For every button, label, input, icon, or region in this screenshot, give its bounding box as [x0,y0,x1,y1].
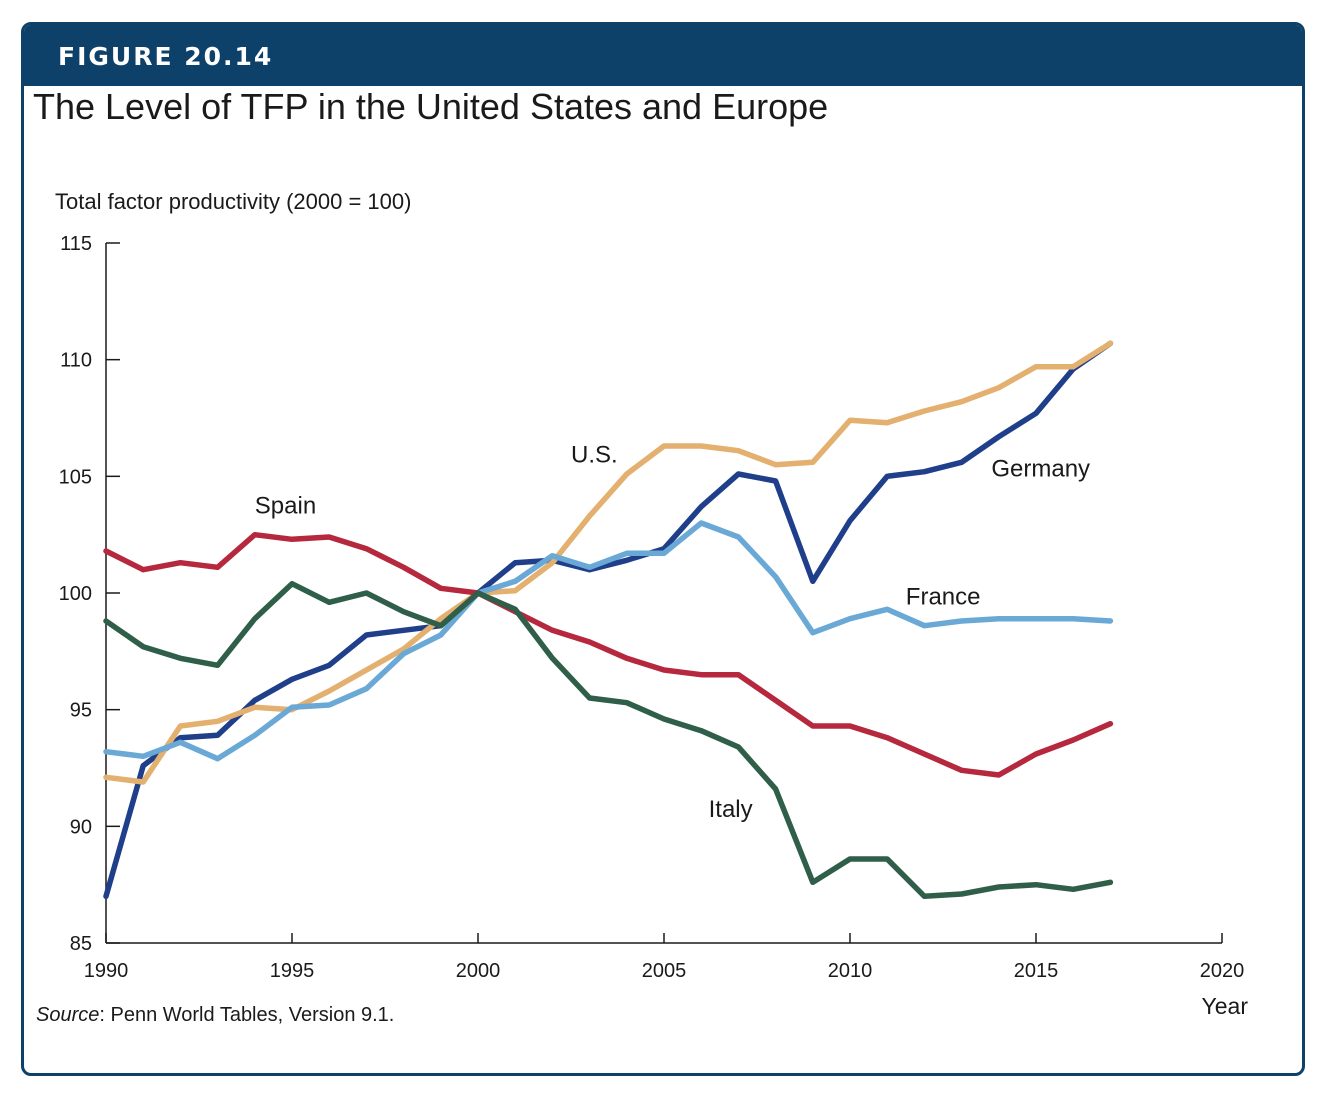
source-text: : Penn World Tables, Version 9.1. [99,1004,395,1026]
x-tick-label: 2015 [1014,960,1059,982]
series-line-italy [103,580,1114,900]
series-line-germany [103,340,1114,900]
chart-title: The Level of TFP in the United States an… [33,86,829,127]
series-line-us [103,340,1114,785]
y-tick-label: 90 [70,816,92,838]
series-label-us: U.S. [571,441,618,468]
series-label-germany: Germany [991,455,1090,482]
y-tick-label: 105 [59,466,92,488]
x-tick-label: 2000 [456,960,501,982]
x-tick-label: 2005 [642,960,687,982]
y-tick-label: 100 [59,583,92,605]
series-line-france [103,520,1114,762]
series-label-france: France [906,584,981,611]
y-tick-label: 115 [60,233,92,255]
source-prefix: Source [36,1004,100,1026]
x-tick-label: 2010 [828,960,873,982]
series-label-spain: Spain [255,493,316,520]
y-tick-label: 110 [60,350,92,372]
y-tick-label: 95 [70,700,92,722]
x-tick-label: 1995 [270,960,315,982]
series-label-italy: Italy [709,796,753,823]
figure-header-bar: FIGURE 20.14 [24,25,1302,86]
x-axis-label: Year [1202,993,1249,1019]
y-tick-label: 85 [70,933,92,955]
series-line-spain [103,531,1114,778]
x-tick-label: 2020 [1200,960,1245,982]
y-axis-label: Total factor productivity (2000 = 100) [55,189,411,214]
x-tick-label: 1990 [84,960,129,982]
source-note: Source: Penn World Tables, Version 9.1. [36,1004,394,1027]
figure-number: FIGURE 20.14 [58,42,274,71]
